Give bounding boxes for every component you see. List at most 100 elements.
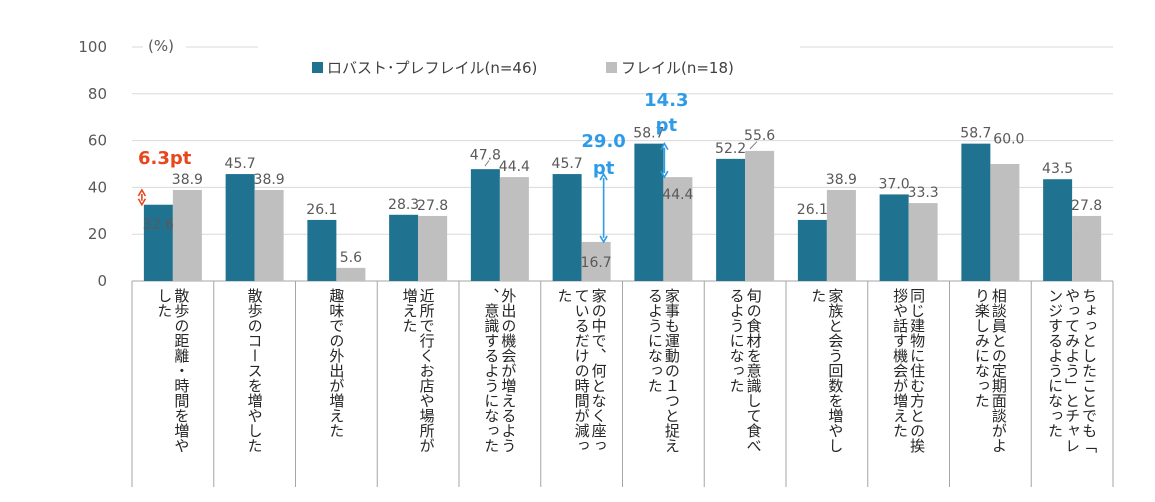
annotation-unit: pt bbox=[593, 158, 615, 179]
bar-frail bbox=[581, 241, 611, 281]
value-label-frail: 44.4 bbox=[499, 159, 530, 175]
value-label-robust: 43.5 bbox=[1042, 161, 1073, 177]
value-label-robust: 32.6 bbox=[143, 217, 174, 233]
category-label-column: 趣味での外出が増えた bbox=[327, 288, 345, 438]
category-label-column: 近所で行くお店や場所が bbox=[418, 288, 436, 453]
annotation-label: 29.0 bbox=[581, 131, 625, 152]
value-label-frail: 60.0 bbox=[993, 132, 1024, 148]
legend-swatch-frail bbox=[606, 62, 617, 73]
bar-robust bbox=[716, 158, 746, 281]
bar-frail bbox=[663, 177, 693, 281]
category-label-column: 同じ建物に住む方との挨 bbox=[908, 288, 926, 454]
value-label-robust: 52.2 bbox=[715, 141, 746, 157]
bar-frail bbox=[990, 164, 1020, 281]
bar-robust bbox=[225, 174, 255, 281]
legend-swatch-robust bbox=[312, 62, 323, 73]
value-label-frail: 38.9 bbox=[254, 172, 285, 188]
category-label-column: 家事も運動の１つと捉え bbox=[663, 288, 681, 453]
bar-robust bbox=[143, 204, 173, 281]
legend-label-robust: ロバスト･プレフレイル(n=46) bbox=[327, 59, 537, 77]
category-label-column: 散歩のコースを増やした bbox=[246, 288, 264, 453]
value-label-robust: 26.1 bbox=[306, 202, 337, 218]
bar-frail bbox=[172, 189, 202, 281]
category-label: 趣味での外出が増えた bbox=[327, 288, 345, 438]
value-label-frail: 55.6 bbox=[744, 128, 775, 144]
grid-lines bbox=[131, 46, 1114, 487]
bar-robust bbox=[797, 219, 827, 281]
annotations: 6.3pt 29.0 pt 14.3 pt bbox=[137, 90, 689, 244]
value-label-robust: 45.7 bbox=[225, 156, 256, 172]
value-label-robust: 47.8 bbox=[470, 147, 501, 163]
category-label-column: 拶や話す機会が増えた bbox=[891, 288, 909, 438]
bar-frail bbox=[254, 189, 284, 281]
value-label-frail: 38.9 bbox=[172, 172, 203, 188]
category-label-column: ちょっとしたことでも「 bbox=[1080, 288, 1098, 453]
category-label-column: 旬の食材を意識して食べ bbox=[745, 288, 763, 453]
bar-frail bbox=[826, 189, 856, 281]
y-tick-label: 0 bbox=[97, 272, 107, 290]
arrow-head-up bbox=[137, 188, 147, 197]
arrow-head-down bbox=[137, 198, 147, 207]
value-label-frail: 38.9 bbox=[826, 172, 857, 188]
arrow-head-down bbox=[599, 235, 608, 244]
category-label-column: た bbox=[556, 288, 574, 303]
y-tick-label: 60 bbox=[88, 132, 107, 150]
bar-robust bbox=[389, 214, 419, 281]
category-label-column: した bbox=[155, 288, 173, 318]
bar-robust bbox=[879, 194, 909, 281]
value-label-robust: 58.7 bbox=[960, 126, 991, 142]
category-label-column: 相談員との定期面談がよ bbox=[990, 288, 1008, 453]
arrow-head-down bbox=[660, 170, 669, 179]
bar-robust bbox=[1043, 179, 1073, 281]
bar-frail bbox=[1072, 215, 1102, 281]
annotation-label: 14.3 bbox=[644, 90, 688, 111]
category-label: 外出の機会が増えるよう、意識するようになった bbox=[482, 288, 517, 453]
value-label-frail: 16.7 bbox=[581, 255, 612, 271]
category-label-column: 散歩の距離・時間を増や bbox=[172, 288, 190, 453]
y-tick-label: 20 bbox=[88, 225, 107, 243]
bar-frail bbox=[745, 150, 775, 281]
value-label-robust: 37.0 bbox=[879, 176, 910, 192]
bar-robust bbox=[961, 143, 991, 281]
legend-label-frail: フレイル(n=18) bbox=[621, 59, 734, 77]
category-label-column: ンジするようになった bbox=[1046, 288, 1064, 438]
category-label-column: るようになった bbox=[646, 288, 664, 393]
value-label-frail: 5.6 bbox=[340, 250, 362, 266]
bar-frail bbox=[499, 177, 529, 281]
category-label-column: 、意識するようになった bbox=[482, 288, 500, 453]
y-tick-label: 80 bbox=[88, 85, 107, 103]
bars: 32.638.945.738.926.15.628.327.847.844.4 4… bbox=[143, 126, 1102, 281]
value-label-frail: 33.3 bbox=[908, 185, 939, 201]
category-label-column: り楽しみになった bbox=[973, 288, 991, 408]
y-tick-label: 100 bbox=[78, 38, 107, 56]
category-label-column: 家の中で、何となく座っ bbox=[590, 288, 608, 453]
value-label-frail: 27.8 bbox=[1071, 198, 1102, 214]
value-label-robust: 28.3 bbox=[388, 197, 419, 213]
bar-frail bbox=[336, 267, 366, 281]
category-label: 散歩のコースを増やした bbox=[246, 288, 264, 453]
value-label-frail: 44.4 bbox=[662, 187, 693, 203]
category-label-column: やってみよう」とチャレ bbox=[1063, 288, 1081, 453]
legend: ロバスト･プレフレイル(n=46) フレイル(n=18) bbox=[312, 59, 734, 77]
arrow-head-up bbox=[599, 172, 608, 181]
value-label-robust: 26.1 bbox=[797, 202, 828, 218]
arrow-head-up bbox=[660, 142, 669, 151]
category-label-column: ているだけの時間が減っ bbox=[573, 288, 591, 453]
value-label-robust: 58.7 bbox=[633, 126, 664, 142]
value-label-robust: 45.7 bbox=[552, 156, 583, 172]
leader-line bbox=[749, 141, 758, 150]
category-label-column: た bbox=[809, 288, 827, 303]
category-label-column: 外出の機会が増えるよう bbox=[499, 288, 517, 453]
bar-robust bbox=[470, 169, 500, 281]
